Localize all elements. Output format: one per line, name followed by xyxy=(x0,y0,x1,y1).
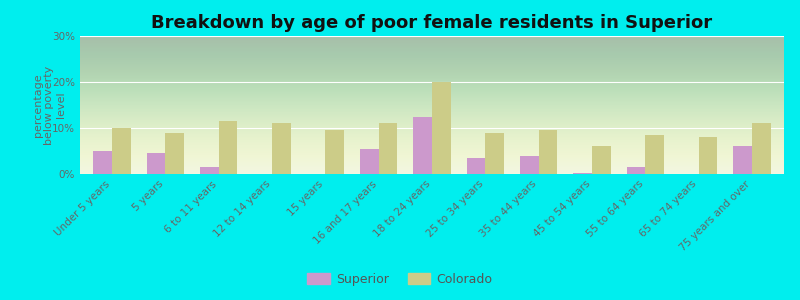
Bar xyxy=(218,121,238,174)
Legend: Superior, Colorado: Superior, Colorado xyxy=(302,268,498,291)
Bar xyxy=(200,167,218,174)
Title: Breakdown by age of poor female residents in Superior: Breakdown by age of poor female resident… xyxy=(151,14,713,32)
Bar xyxy=(520,156,538,174)
Bar xyxy=(486,133,504,174)
Bar xyxy=(414,116,432,174)
Bar xyxy=(112,128,130,174)
Bar xyxy=(146,153,166,174)
Bar xyxy=(94,151,112,174)
Bar xyxy=(752,123,770,174)
Bar xyxy=(734,146,752,174)
Bar xyxy=(626,167,646,174)
Bar xyxy=(592,146,610,174)
Bar xyxy=(698,137,718,174)
Bar xyxy=(646,135,664,174)
Bar xyxy=(272,123,290,174)
Bar xyxy=(166,133,184,174)
Bar xyxy=(432,82,450,174)
Bar xyxy=(360,149,378,174)
Y-axis label: percentage
below poverty
level: percentage below poverty level xyxy=(33,65,66,145)
Bar xyxy=(466,158,486,174)
Bar xyxy=(326,130,344,174)
Bar xyxy=(574,173,592,174)
Bar xyxy=(378,123,398,174)
Bar xyxy=(538,130,558,174)
